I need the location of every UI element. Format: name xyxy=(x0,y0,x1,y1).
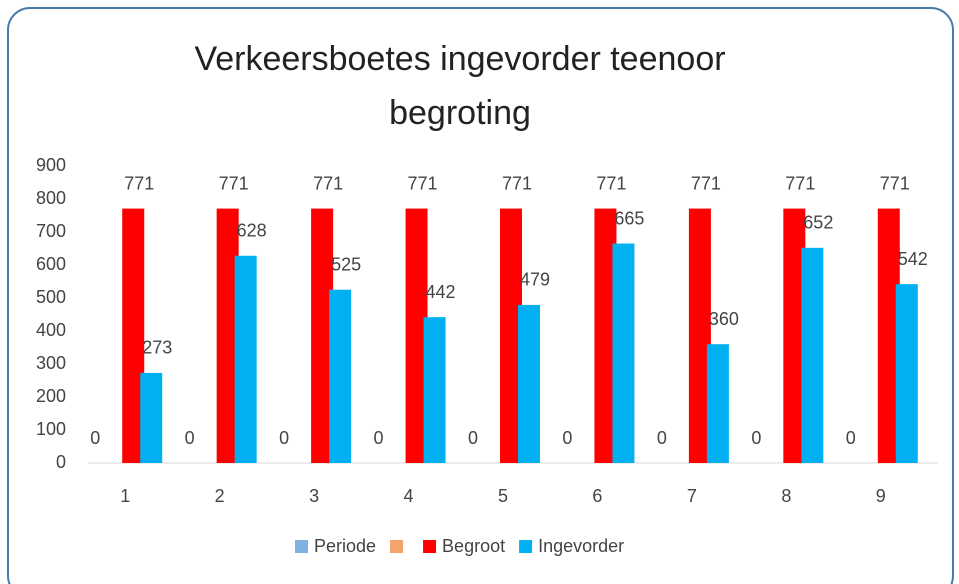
bar xyxy=(140,372,163,463)
x-tick-label: 4 xyxy=(404,486,414,506)
bar xyxy=(500,208,522,463)
bar xyxy=(518,304,540,463)
bar xyxy=(423,317,446,463)
data-label: 771 xyxy=(880,173,910,193)
data-label: 360 xyxy=(709,309,739,329)
y-tick-label: 400 xyxy=(36,320,66,340)
legend-swatch xyxy=(423,540,437,553)
x-tick-label: 3 xyxy=(309,486,319,506)
y-tick-label: 800 xyxy=(36,188,66,208)
data-label: 0 xyxy=(846,428,856,448)
data-label: 0 xyxy=(468,428,478,448)
y-tick-label: 300 xyxy=(36,353,66,373)
bar xyxy=(801,247,824,463)
y-tick-label: 600 xyxy=(36,254,66,274)
data-label: 665 xyxy=(614,208,644,228)
chart-title: Verkeersboetes ingevorder teenoor begrot… xyxy=(194,40,726,132)
x-tick-label: 1 xyxy=(120,486,130,506)
legend-label: Periode xyxy=(314,536,376,556)
bar xyxy=(594,208,617,463)
data-label: 628 xyxy=(237,221,267,241)
y-tick-label: 700 xyxy=(36,221,66,241)
bar xyxy=(405,208,428,463)
x-tick-label: 9 xyxy=(876,486,886,506)
y-tick-label: 200 xyxy=(36,386,66,406)
bar xyxy=(783,208,806,463)
data-label: 442 xyxy=(426,282,456,302)
data-label: 0 xyxy=(657,428,667,448)
bar xyxy=(216,208,239,463)
x-tick-label: 2 xyxy=(215,486,225,506)
data-label: 0 xyxy=(279,428,289,448)
legend-swatch xyxy=(295,540,308,553)
bar xyxy=(895,284,918,463)
data-label: 0 xyxy=(562,428,572,448)
data-label: 771 xyxy=(502,173,532,193)
bar xyxy=(612,243,635,463)
y-tick-label: 500 xyxy=(36,287,66,307)
data-label: 0 xyxy=(751,428,761,448)
legend-swatch xyxy=(519,540,533,553)
data-label: 525 xyxy=(331,255,361,275)
data-label: 771 xyxy=(691,173,721,193)
x-tick-label: 5 xyxy=(498,486,508,506)
data-label: 771 xyxy=(785,173,815,193)
data-label: 0 xyxy=(90,428,100,448)
data-label: 771 xyxy=(408,173,438,193)
y-tick-label: 0 xyxy=(56,452,66,472)
data-label: 771 xyxy=(596,173,626,193)
data-label: 542 xyxy=(898,249,928,269)
legend-swatch xyxy=(390,540,404,553)
data-label: 0 xyxy=(185,428,195,448)
data-label: 771 xyxy=(219,173,249,193)
data-label: 273 xyxy=(142,338,172,358)
x-tick-label: 7 xyxy=(687,486,697,506)
y-tick-label: 100 xyxy=(36,419,66,439)
data-label: 0 xyxy=(374,428,384,448)
bar xyxy=(122,208,145,463)
bar xyxy=(688,208,711,463)
bar xyxy=(329,289,352,463)
legend-label: Ingevorder xyxy=(538,536,624,556)
legend-label: Begroot xyxy=(442,536,505,556)
bar xyxy=(877,208,900,463)
bar xyxy=(706,344,729,463)
y-tick-label: 900 xyxy=(36,155,66,175)
data-label: 771 xyxy=(124,173,154,193)
data-label: 479 xyxy=(520,270,550,290)
data-label: 652 xyxy=(803,213,833,233)
data-label: 771 xyxy=(313,173,343,193)
x-tick-label: 8 xyxy=(781,486,791,506)
x-tick-label: 6 xyxy=(592,486,602,506)
bar xyxy=(311,208,334,463)
bar xyxy=(234,255,257,463)
